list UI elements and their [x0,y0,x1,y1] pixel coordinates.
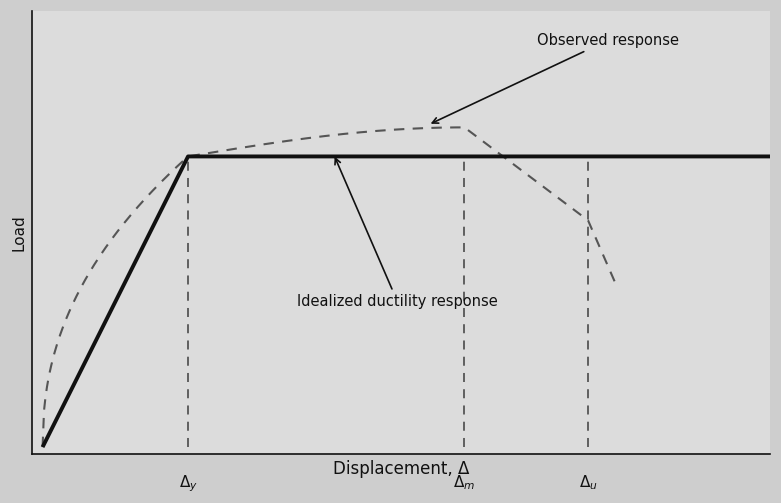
Text: $\Delta_m$: $\Delta_m$ [453,474,476,492]
Text: $\Delta_y$: $\Delta_y$ [179,474,198,494]
Text: $\Delta_u$: $\Delta_u$ [579,474,597,492]
Text: Idealized ductility response: Idealized ductility response [297,158,497,309]
Text: Observed response: Observed response [432,33,679,123]
X-axis label: Displacement, Δ: Displacement, Δ [333,460,469,478]
Y-axis label: Load: Load [11,214,26,251]
